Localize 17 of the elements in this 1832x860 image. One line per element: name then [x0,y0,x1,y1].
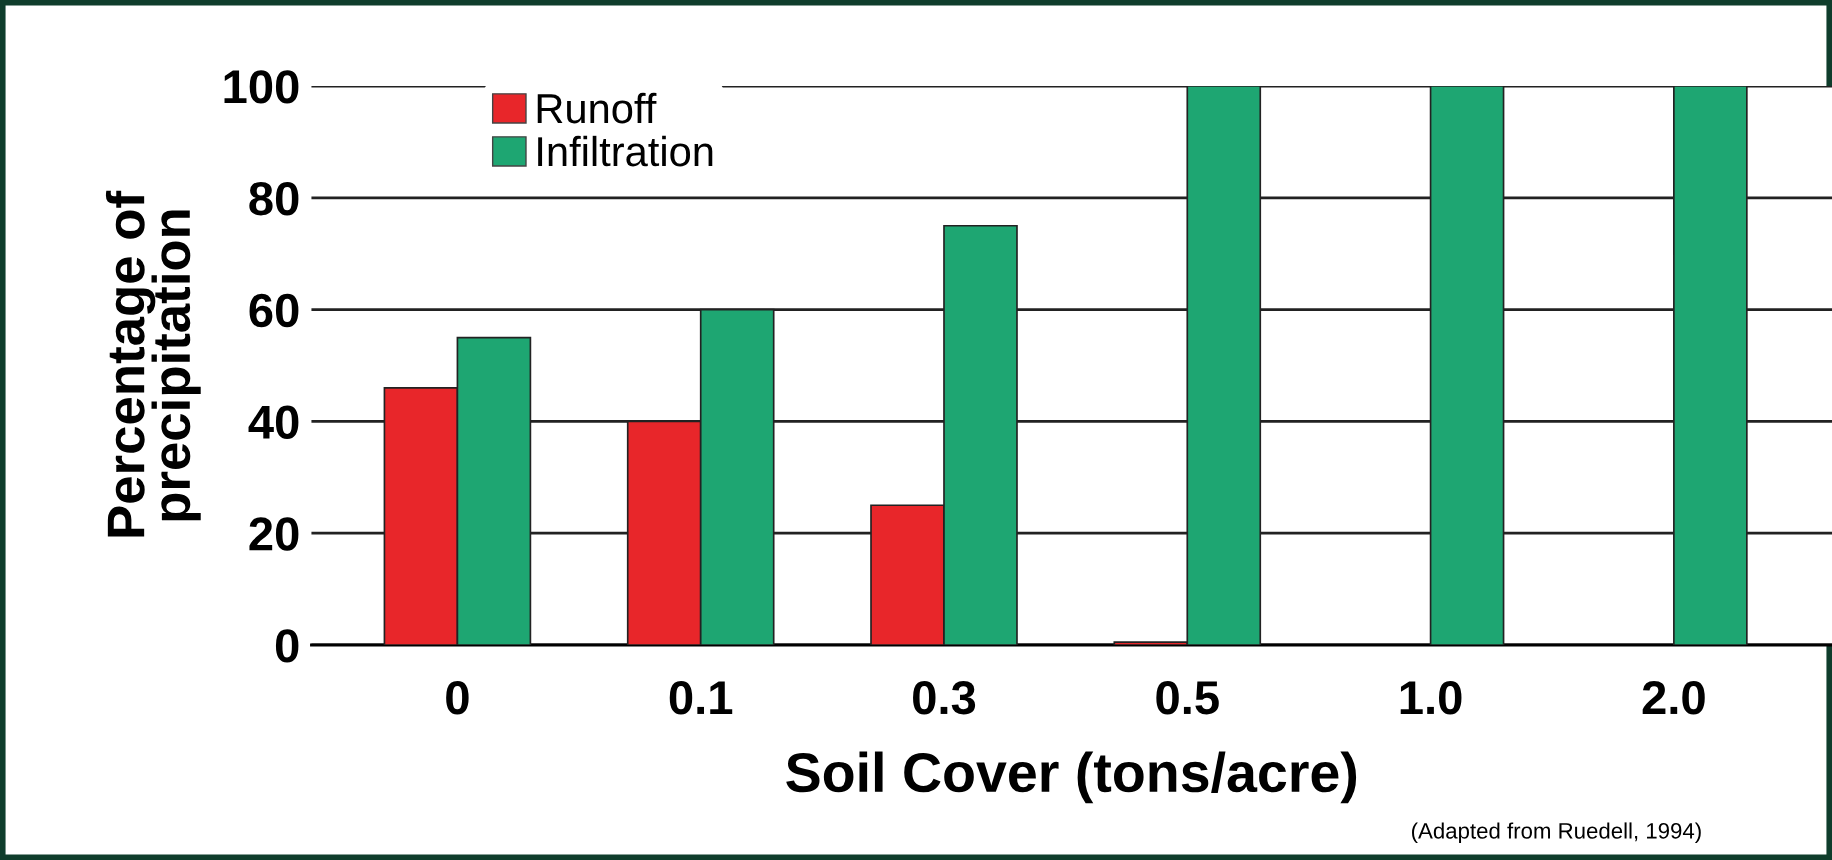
x-tick-label: 0.3 [913,680,976,715]
y-axis-title: Percentage of precipitation [105,190,201,537]
x-tick-label: 0.5 [1156,680,1219,715]
y-tick-label: 40 [248,405,299,439]
y-tick-label: 20 [249,517,299,551]
x-tick-label: 2.0 [1642,680,1705,715]
text: (Adapted from Ruedell, 1994) [1412,822,1701,844]
legend-label: Runoff [537,92,657,124]
legend-label: Infiltration [538,135,713,167]
y-tick-label: 60 [249,293,299,328]
x-tick-label: 0.1 [669,680,733,715]
x-tick-label: 0 [446,680,469,715]
y-tick-label: 0 [275,629,299,663]
y-tick-label: 100 [224,70,299,104]
y-tick-label: 80 [249,181,299,216]
x-axis-title: Soil Cover (tons/acre) [786,751,1357,804]
x-tick-label: 1.0 [1400,680,1462,715]
